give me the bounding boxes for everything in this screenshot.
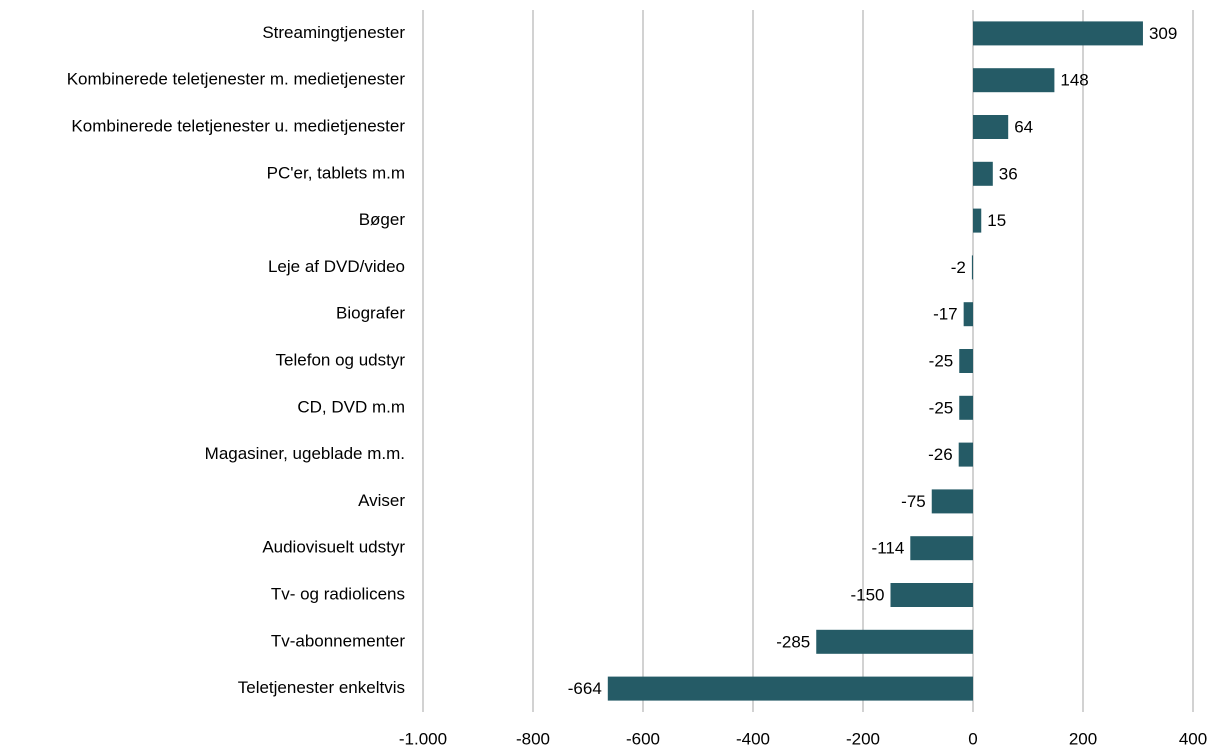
x-tick-label: 200 (1069, 729, 1097, 748)
bar (910, 536, 973, 561)
data-label: -25 (929, 398, 954, 417)
x-tick-label: 0 (968, 729, 977, 748)
y-tick-label: Magasiner, ugeblade m.m. (205, 444, 405, 463)
bar (816, 629, 973, 654)
data-label: -114 (872, 539, 905, 558)
data-label: 15 (987, 211, 1006, 230)
data-label: 309 (1149, 24, 1177, 43)
bar (931, 489, 973, 514)
bar (973, 161, 993, 186)
bar (890, 583, 973, 607)
y-tick-label: Streamingtjenester (262, 23, 405, 42)
bar (973, 208, 982, 233)
x-tick-label: -400 (736, 729, 770, 748)
y-tick-label: Leje af DVD/video (268, 257, 405, 276)
x-tick-label: -200 (846, 729, 880, 748)
y-tick-label: Telefon og udstyr (276, 350, 406, 369)
y-tick-label: Aviser (358, 491, 405, 510)
y-tick-label: CD, DVD m.m (297, 397, 405, 416)
y-tick-label: Bøger (359, 210, 406, 229)
data-label: -17 (933, 305, 958, 324)
bar (963, 302, 973, 327)
y-tick-label: Tv-abonnementer (271, 631, 406, 650)
data-label: -2 (951, 258, 966, 277)
y-tick-label: Kombinerede teletjenester u. medietjenes… (71, 116, 405, 135)
bar (607, 676, 973, 701)
data-label: -25 (929, 351, 954, 370)
bar (973, 68, 1055, 93)
data-label: 64 (1014, 117, 1033, 136)
bar (973, 115, 1009, 139)
data-label: -285 (776, 632, 810, 651)
x-tick-label: -1.000 (399, 729, 447, 748)
x-tick-label: 400 (1179, 729, 1207, 748)
bar (973, 21, 1143, 46)
data-label: 36 (999, 164, 1018, 183)
x-tick-label: -800 (516, 729, 550, 748)
x-tick-label: -600 (626, 729, 660, 748)
y-tick-label: Kombinerede teletjenester m. medietjenes… (67, 70, 406, 89)
y-tick-label: Tv- og radiolicens (271, 584, 405, 603)
bar (959, 349, 973, 373)
y-tick-label: Teletjenester enkeltvis (238, 678, 405, 697)
data-label: -26 (928, 445, 953, 464)
bar (971, 255, 973, 280)
y-tick-label: PC'er, tablets m.m (267, 163, 405, 182)
data-label: 148 (1060, 71, 1088, 90)
data-label: -75 (901, 492, 926, 511)
data-label: -150 (850, 585, 884, 604)
bar (959, 395, 973, 420)
bar (958, 442, 973, 467)
y-tick-label: Audiovisuelt udstyr (262, 538, 405, 557)
y-tick-label: Biografer (336, 304, 405, 323)
data-label: -664 (568, 679, 602, 698)
